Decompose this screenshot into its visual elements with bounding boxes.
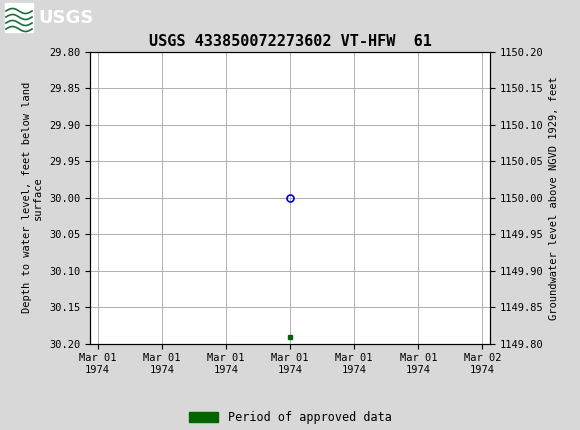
Legend: Period of approved data: Period of approved data bbox=[188, 411, 392, 424]
Y-axis label: Groundwater level above NGVD 1929, feet: Groundwater level above NGVD 1929, feet bbox=[549, 76, 559, 319]
Text: USGS: USGS bbox=[38, 9, 93, 27]
Y-axis label: Depth to water level, feet below land
surface: Depth to water level, feet below land su… bbox=[22, 82, 44, 313]
Bar bbox=[5, 3, 33, 32]
Text: USGS 433850072273602 VT-HFW  61: USGS 433850072273602 VT-HFW 61 bbox=[148, 34, 432, 49]
